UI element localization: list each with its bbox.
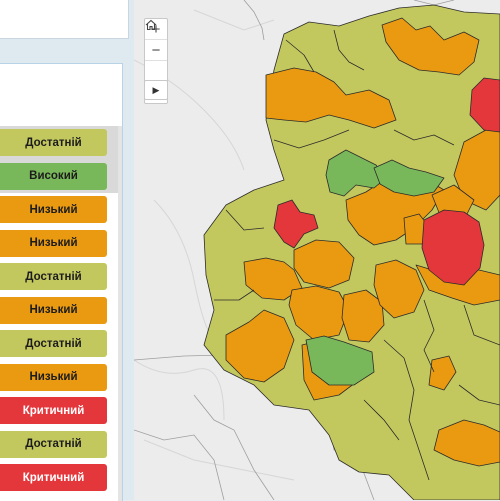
oblast-outline: [203, 4, 500, 500]
zoom-control: + −: [144, 18, 168, 104]
region-critical-1[interactable]: [273, 199, 319, 249]
region-low-12[interactable]: [225, 309, 295, 383]
list-scrollbar[interactable]: [118, 126, 122, 501]
home-button[interactable]: [145, 19, 167, 81]
status-chip-sufficient: Достатній: [0, 129, 107, 156]
status-row[interactable]: Низький: [0, 360, 118, 394]
internal-boundaries: [214, 29, 500, 481]
status-chip-low: Низький: [0, 296, 107, 324]
region-high-2[interactable]: [373, 159, 445, 197]
region-low-14[interactable]: [428, 355, 457, 391]
region-low-9[interactable]: [341, 289, 385, 343]
status-row[interactable]: Достатній: [0, 260, 118, 294]
list-header: [0, 64, 122, 126]
zoom-out-button[interactable]: −: [151, 41, 161, 59]
status-row[interactable]: Критичний: [0, 461, 118, 495]
map-svg[interactable]: [134, 0, 500, 500]
status-row[interactable]: Низький: [0, 293, 118, 327]
status-chip-sufficient: Достатній: [0, 263, 107, 290]
map-area[interactable]: + − ▶: [134, 0, 500, 500]
status-row[interactable]: Низький: [0, 193, 118, 227]
status-row[interactable]: Достатній: [0, 427, 118, 461]
status-chip-low: Низький: [0, 196, 107, 223]
region-high-1[interactable]: [325, 149, 387, 197]
community-list-panel: Достатній Високий Низький Низький Достатній Н…: [0, 63, 123, 501]
status-row[interactable]: Критичний: [0, 394, 118, 428]
status-chip-low: Низький: [0, 229, 107, 257]
region-polygons[interactable]: [203, 4, 500, 500]
status-chip-sufficient: Достатній: [0, 430, 107, 458]
left-panel: Достатній Високий Низький Низький Достатній Н…: [0, 0, 134, 501]
status-chip-low: Низький: [0, 363, 107, 391]
region-high-3[interactable]: [305, 335, 375, 386]
region-low-15[interactable]: [433, 419, 500, 467]
status-row[interactable]: Достатній: [0, 126, 118, 160]
zoom-in-button[interactable]: +: [151, 20, 161, 38]
home-icon: [145, 19, 157, 31]
status-chip-sufficient: Достатній: [0, 330, 107, 357]
play-icon: ▶: [152, 84, 160, 95]
region-low-10[interactable]: [373, 259, 425, 319]
status-list: Достатній Високий Низький Низький Достатній Н…: [0, 126, 118, 495]
status-chip-high: Високий: [0, 162, 107, 190]
background-roads: [134, 9, 295, 481]
region-low-7[interactable]: [293, 239, 355, 289]
play-button[interactable]: ▶: [144, 80, 168, 100]
status-row[interactable]: Достатній: [0, 327, 118, 361]
status-row[interactable]: Високий: [0, 159, 118, 193]
region-critical-3[interactable]: [469, 77, 500, 133]
region-critical-2[interactable]: [421, 209, 485, 286]
region-low-2[interactable]: [381, 17, 480, 76]
info-card: [0, 0, 129, 39]
status-chip-critical: Критичний: [0, 397, 107, 424]
region-low-8[interactable]: [288, 285, 350, 341]
region-low-1[interactable]: [265, 67, 397, 129]
status-row[interactable]: Низький: [0, 226, 118, 260]
status-chip-critical: Критичний: [0, 464, 107, 491]
